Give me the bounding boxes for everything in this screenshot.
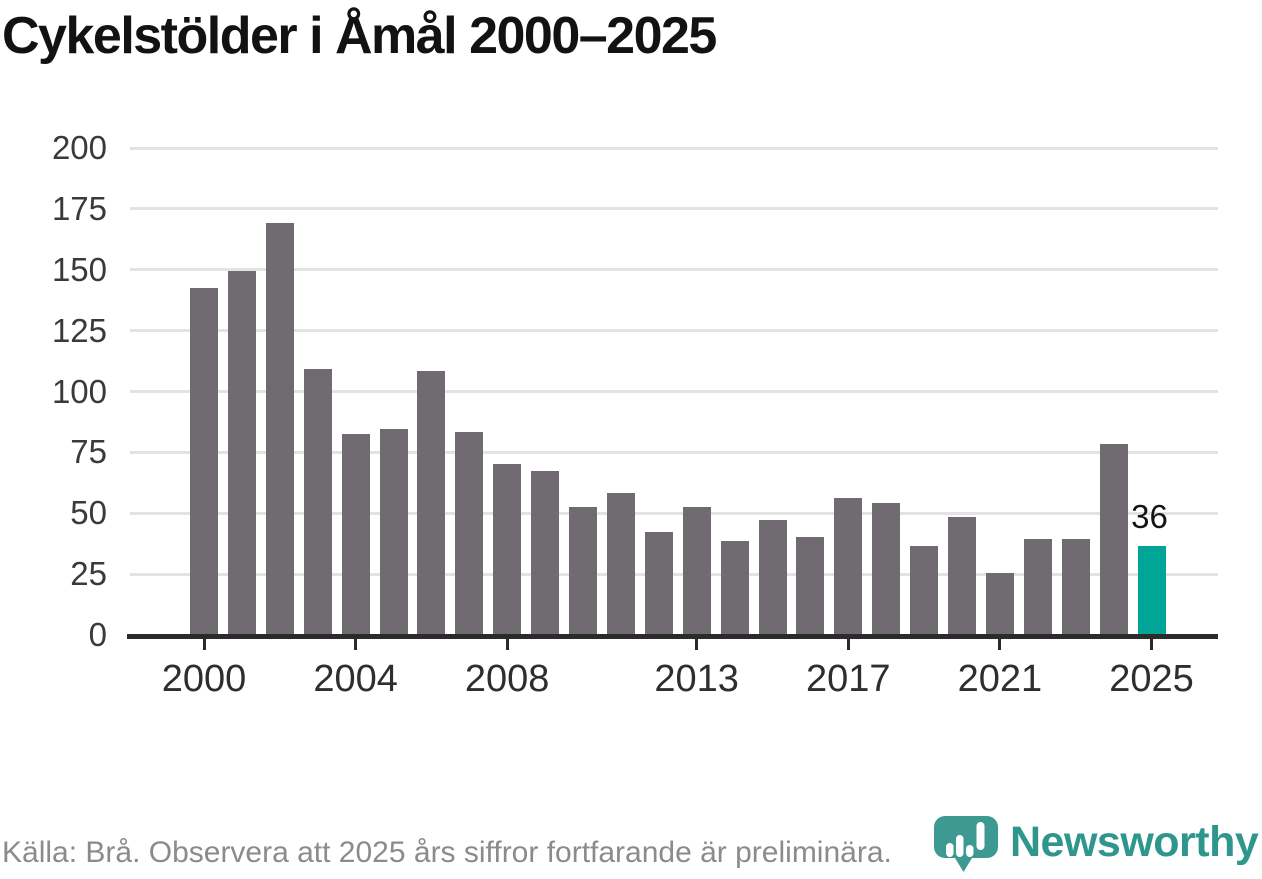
bar-2008 bbox=[493, 463, 522, 634]
y-axis-label-200: 200 bbox=[51, 129, 107, 166]
bar-2005 bbox=[379, 429, 408, 634]
highlight-value-label: 36 bbox=[1131, 498, 1168, 536]
bar-2019 bbox=[910, 546, 939, 634]
logo-bar-4 bbox=[976, 822, 985, 850]
bar-2006 bbox=[417, 371, 446, 634]
bar-2000 bbox=[190, 288, 218, 634]
gridline-75 bbox=[130, 450, 1218, 454]
x-axis-label-2025: 2025 bbox=[1109, 658, 1194, 700]
bar-2010 bbox=[569, 507, 597, 634]
bar-2021 bbox=[985, 573, 1014, 634]
x-tick-2013 bbox=[695, 639, 699, 650]
bar-2011 bbox=[606, 492, 635, 634]
gridline-50 bbox=[130, 511, 1218, 515]
y-axis-label-25: 25 bbox=[70, 555, 107, 593]
bar-2024 bbox=[1099, 444, 1128, 634]
x-axis-label-2000: 2000 bbox=[161, 658, 247, 700]
gridline-125 bbox=[130, 329, 1218, 333]
y-axis-label-125: 125 bbox=[51, 311, 107, 349]
newsworthy-wordmark[interactable]: Newsworthy bbox=[1010, 818, 1259, 866]
x-axis-label-2017: 2017 bbox=[806, 658, 891, 700]
x-tick-2025 bbox=[1150, 639, 1153, 650]
source-note: Källa: Brå. Observera att 2025 års siffr… bbox=[2, 836, 892, 869]
bar-2015 bbox=[758, 519, 787, 634]
logo-bar-2 bbox=[956, 835, 964, 857]
bar-2002 bbox=[265, 222, 294, 634]
bar-2001 bbox=[227, 271, 256, 634]
bar-2014 bbox=[720, 541, 749, 634]
y-axis-label-50: 50 bbox=[70, 494, 107, 532]
y-axis-label-150: 150 bbox=[51, 250, 107, 288]
logo-bar-1 bbox=[946, 843, 954, 857]
y-axis-label-100: 100 bbox=[51, 372, 107, 410]
x-tick-2008 bbox=[505, 639, 509, 650]
logo-pin-shape bbox=[934, 816, 998, 872]
logo-bar-3 bbox=[966, 845, 974, 857]
bar-2025 bbox=[1137, 546, 1166, 634]
gridline-150 bbox=[130, 268, 1218, 272]
x-tick-2004 bbox=[354, 639, 358, 650]
bar-2013 bbox=[682, 507, 711, 634]
x-tick-2021 bbox=[998, 639, 1002, 650]
plot-area: 2000 2004 2008 2013 2017 2021 2025 36 bbox=[127, 146, 1218, 700]
x-tick-2017 bbox=[846, 639, 850, 650]
y-axis-label-0: 0 bbox=[88, 616, 107, 653]
bar-2020 bbox=[948, 517, 976, 634]
gridline-200 bbox=[130, 146, 1218, 150]
x-tick-2000 bbox=[202, 639, 206, 650]
x-axis-label-2013: 2013 bbox=[654, 658, 739, 700]
chart-title: Cykelstölder i Åmål 2000–2025 bbox=[2, 7, 717, 65]
gridline-175 bbox=[130, 207, 1218, 211]
x-axis-label-2004: 2004 bbox=[313, 658, 398, 700]
bar-2003 bbox=[303, 368, 332, 634]
bar-2016 bbox=[796, 536, 825, 634]
y-axis-label-175: 175 bbox=[51, 189, 107, 227]
y-axis-labels: 0 25 50 75 100 125 150 175 200 bbox=[0, 129, 107, 653]
newsworthy-pin-barchart-icon[interactable] bbox=[934, 816, 998, 874]
bar-2012 bbox=[644, 531, 673, 634]
bar-2022 bbox=[1023, 539, 1052, 634]
bar-2017 bbox=[834, 497, 863, 634]
bar-2018 bbox=[872, 502, 901, 634]
gridline-100 bbox=[130, 390, 1218, 393]
gridline-25 bbox=[130, 572, 1218, 576]
x-axis-label-2008: 2008 bbox=[464, 658, 550, 700]
bar-2009 bbox=[531, 470, 560, 634]
bar-2023 bbox=[1061, 539, 1090, 634]
x-axis-label-2021: 2021 bbox=[957, 658, 1043, 700]
bar-2007 bbox=[455, 431, 484, 634]
x-axis-line bbox=[127, 634, 1218, 639]
bar-2004 bbox=[341, 434, 370, 634]
y-axis-label-75: 75 bbox=[70, 433, 107, 471]
